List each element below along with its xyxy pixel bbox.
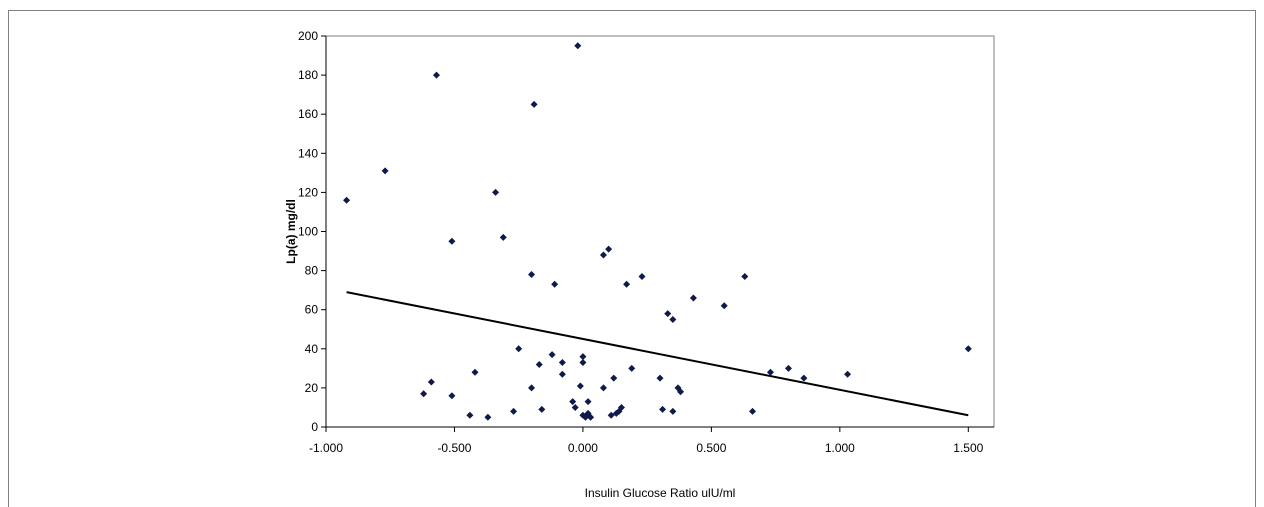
data-point [610,374,618,382]
data-point [741,272,749,280]
x-tick-label: -0.500 [437,441,471,455]
data-point [669,407,677,415]
data-point [484,413,492,421]
data-point [677,388,685,396]
data-point [574,42,582,50]
data-point [617,403,625,411]
data-point [535,360,543,368]
data-point [656,374,664,382]
y-tick-label: 0 [311,420,318,434]
data-point [448,392,456,400]
y-tick-label: 140 [298,146,318,160]
data-point [844,370,852,378]
data-point [492,188,500,196]
data-point [558,358,566,366]
data-point [530,100,538,108]
data-point [343,196,351,204]
data-point [579,358,587,366]
data-point [784,364,792,372]
trendline [346,291,969,417]
data-point [607,411,615,419]
data-point [964,345,972,353]
data-point [689,294,697,302]
data-point [471,368,479,376]
data-point [605,245,613,253]
y-tick-label: 40 [305,342,319,356]
x-tick-label: 0.000 [568,441,598,455]
y-tick-label: 60 [305,303,319,317]
data-point [599,251,607,259]
data-point [720,302,728,310]
y-tick-label: 100 [298,225,318,239]
data-point [466,411,474,419]
data-point [587,413,595,421]
data-point [515,345,523,353]
x-tick-label: -1.000 [309,441,343,455]
data-point [510,407,518,415]
data-point [748,407,756,415]
y-tick-label: 180 [298,68,318,82]
x-tick-label: 1.000 [825,441,855,455]
y-tick-label: 20 [305,381,319,395]
x-tick-label: 1.500 [953,441,983,455]
data-point [579,353,587,361]
data-point [628,364,636,372]
data-point [427,378,435,386]
data-point [659,405,667,413]
x-tick-label: 0.500 [696,441,726,455]
data-point [448,237,456,245]
data-point [548,351,556,359]
data-point [638,272,646,280]
data-point [538,405,546,413]
data-point [432,71,440,79]
data-point [664,310,672,318]
data-point [528,384,536,392]
data-point [766,368,774,376]
data-point [669,315,677,323]
y-tick-label: 200 [298,29,318,43]
data-point [551,280,559,288]
data-point [499,233,507,241]
y-tick-label: 80 [305,264,319,278]
y-axis-title: Lp(a) mg/dl [284,199,298,264]
data-point [381,167,389,175]
data-point [576,382,584,390]
data-point [623,280,631,288]
x-axis-title: Insulin Glucose Ratio ulU/ml [585,486,736,500]
data-point [571,403,579,411]
y-tick-label: 160 [298,107,318,121]
data-point [569,398,577,406]
data-point [599,384,607,392]
data-point [558,370,566,378]
data-point [420,390,428,398]
data-point [584,398,592,406]
y-tick-label: 120 [298,185,318,199]
plot-area [325,35,995,428]
data-point [800,374,808,382]
data-point [528,271,536,279]
